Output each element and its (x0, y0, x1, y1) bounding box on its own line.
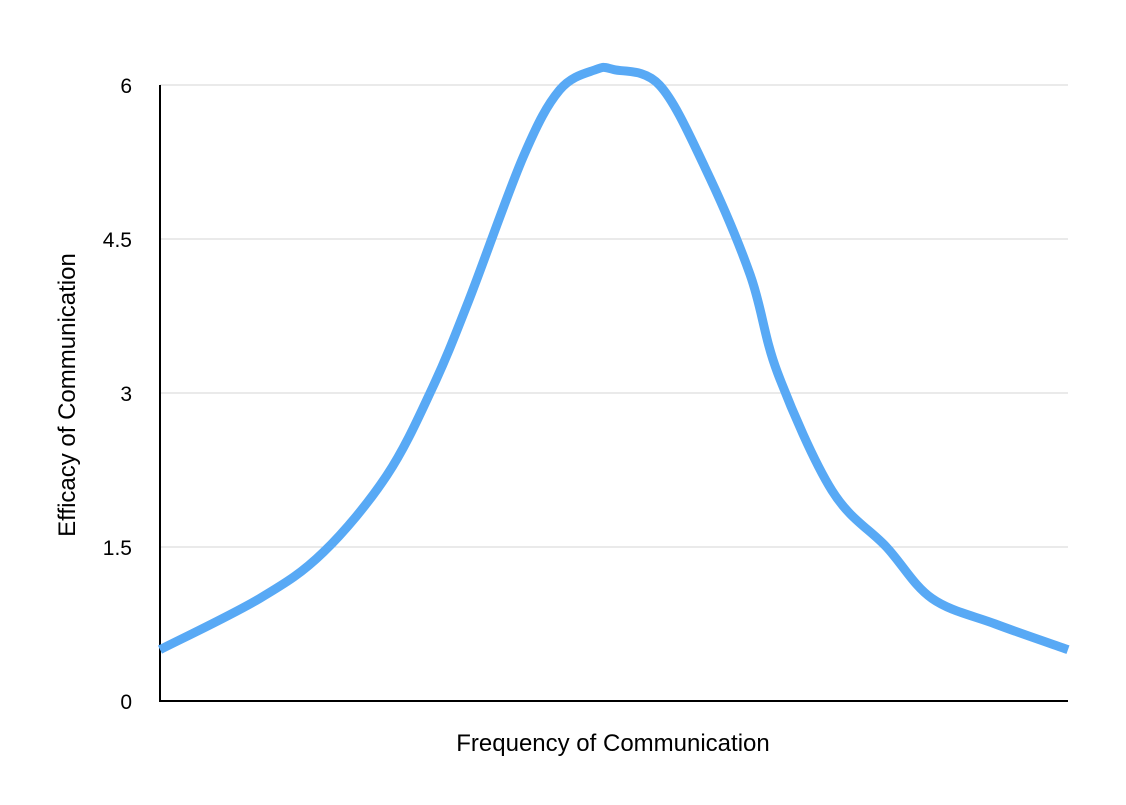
y-tick-label: 3 (120, 383, 132, 406)
series (157, 62, 1070, 654)
grid-lines (160, 84, 1068, 548)
x-axis-title: Frequency of Communication (456, 730, 769, 757)
y-tick-label: 4.5 (103, 229, 132, 252)
y-tick-label: 6 (120, 75, 132, 98)
axes (159, 85, 1068, 702)
y-axis-title: Efficacy of Communication (54, 253, 81, 537)
series-line (157, 62, 1070, 654)
y-tick-label: 1.5 (103, 537, 132, 560)
y-tick-labels: 0 1.5 3 4.5 6 (103, 75, 132, 714)
y-tick-label: 0 (120, 691, 132, 714)
